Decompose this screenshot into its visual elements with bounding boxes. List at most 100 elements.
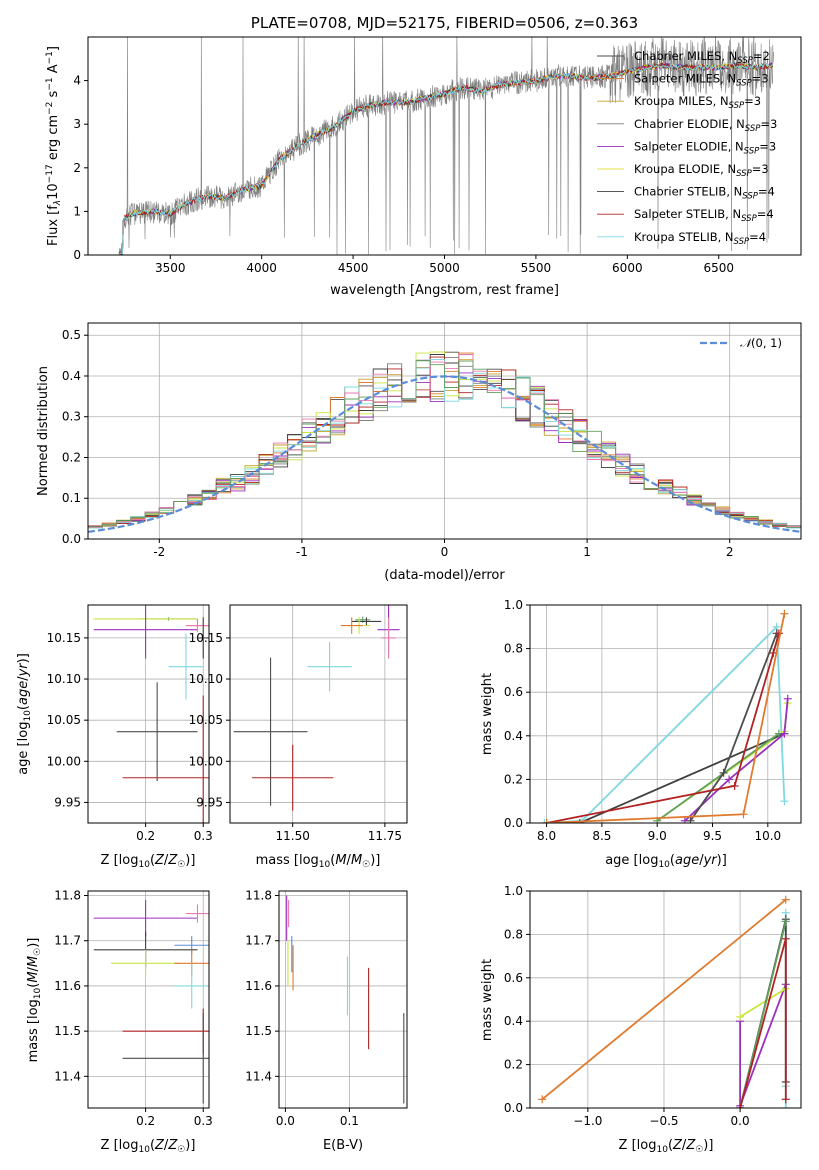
y-tick-label: 10.15 bbox=[47, 631, 81, 645]
p2-xlabel: mass [log10(M/M☉)] bbox=[256, 853, 381, 870]
y-tick-label: 0.6 bbox=[504, 685, 523, 699]
legend-label-3: Kroupa MILES, NSSP=3 bbox=[634, 94, 761, 111]
x-tick-label: −0.5 bbox=[649, 1114, 678, 1128]
y-tick-label: 0 bbox=[73, 248, 81, 262]
panel-frame bbox=[278, 890, 408, 1109]
y-tick-label: 9.95 bbox=[196, 795, 223, 809]
legend-sub: SSP bbox=[737, 56, 753, 66]
y-tick-label: 1.0 bbox=[504, 884, 523, 898]
p3-ylabel: mass weight bbox=[480, 673, 495, 755]
legend-label-4: Chabrier ELODIE, NSSP=3 bbox=[634, 117, 777, 134]
y-tick-label: 0.6 bbox=[504, 971, 523, 985]
x-tick-label: 4000 bbox=[246, 261, 277, 275]
spectrum-xlabel: wavelength [Angstrom, rest frame] bbox=[330, 283, 559, 298]
legend-sub: SSP bbox=[736, 79, 752, 89]
panel-frame bbox=[529, 890, 802, 1109]
y-tick-label: 11.7 bbox=[54, 934, 81, 948]
y-tick-label: 11.8 bbox=[245, 889, 272, 903]
weight-lines bbox=[538, 895, 790, 1108]
residual-legend: 𝒩(0, 1) bbox=[700, 336, 782, 350]
x-tick-label: 0.1 bbox=[340, 1114, 359, 1128]
legend-sub: SSP bbox=[729, 101, 745, 111]
age-vs-metallicity-panel: 0.2 0.3 9.95 10.00 10.05 10.10 10.15 bbox=[47, 604, 213, 843]
x-tick-label: 11.75 bbox=[368, 829, 402, 843]
y-tick-label: 0.0 bbox=[504, 1101, 523, 1115]
y-tick-label: 0.2 bbox=[62, 450, 81, 464]
x-tick-label: 8.5 bbox=[592, 829, 611, 843]
legend-value: =4 bbox=[749, 230, 766, 244]
p4-ylabel: mass [log10(M/M☉)] bbox=[26, 938, 43, 1063]
x-tick-label: 1 bbox=[583, 545, 591, 559]
y-tick-label: 10.10 bbox=[47, 672, 81, 686]
x-tick-label: -2 bbox=[153, 545, 165, 559]
legend-value: =3 bbox=[759, 139, 776, 153]
weight-line-5 bbox=[684, 698, 789, 822]
y-tick-label: 11.7 bbox=[245, 934, 272, 948]
mass-vs-ebv-panel: 0.0 0.1 11.4 11.5 11.6 11.7 11.8 bbox=[245, 889, 408, 1128]
y-tick-label: 4 bbox=[73, 74, 81, 88]
legend-value: =4 bbox=[758, 185, 775, 199]
y-tick-label: 11.8 bbox=[54, 889, 81, 903]
residual-ylabel: Normed distribution bbox=[36, 366, 51, 496]
y-tick-label: 10.05 bbox=[189, 713, 223, 727]
spectrum-ylabel: Flux [fλ10−17 erg cm−2 s−1 A−1] bbox=[45, 46, 63, 246]
x-tick-label: 0.0 bbox=[276, 1114, 295, 1128]
legend-sub: SSP bbox=[742, 192, 758, 202]
y-tick-label: 10.10 bbox=[189, 672, 223, 686]
legend-label-2: Salpeter MILES, NSSP=3 bbox=[634, 72, 769, 89]
legend-value: =3 bbox=[752, 162, 769, 176]
spectrum-series-8 bbox=[118, 62, 774, 255]
y-tick-label: 0.4 bbox=[62, 369, 81, 383]
y-tick-label: 1 bbox=[73, 204, 81, 218]
weight-line-7 bbox=[541, 899, 787, 1100]
legend-sub: SSP bbox=[736, 169, 752, 179]
y-tick-label: 11.5 bbox=[245, 1024, 272, 1038]
legend-sub: SSP bbox=[734, 237, 750, 247]
residual-histograms bbox=[88, 351, 801, 533]
spectrum-plot-area bbox=[118, 37, 774, 255]
x-tick-label: 0.3 bbox=[194, 1114, 213, 1128]
weight-line-4 bbox=[656, 732, 780, 822]
legend-value: =3 bbox=[752, 72, 769, 86]
y-tick-label: 11.6 bbox=[245, 979, 272, 993]
panel-frame bbox=[229, 604, 408, 824]
x-tick-label: 11.50 bbox=[276, 829, 310, 843]
legend-value: =3 bbox=[760, 117, 777, 131]
error-bars bbox=[93, 605, 209, 823]
weight-vs-metallicity-panel: −1.0 −0.5 0.0 0.0 0.2 0.4 0.6 0.8 1.0 bbox=[504, 884, 802, 1128]
legend-sub: SSP bbox=[741, 214, 757, 224]
p6-ylabel: mass weight bbox=[480, 959, 495, 1041]
y-tick-label: 0.8 bbox=[504, 642, 523, 656]
x-tick-label: 5500 bbox=[521, 261, 552, 275]
legend-label-1: Chabrier MILES, NSSP=2 bbox=[634, 49, 770, 66]
p5-xlabel: E(B-V) bbox=[323, 1138, 363, 1153]
y-tick-label: 0.2 bbox=[504, 772, 523, 786]
x-tick-label: 4500 bbox=[338, 261, 369, 275]
x-tick-label: 0.0 bbox=[731, 1114, 750, 1128]
spectrum-title: PLATE=0708, MJD=52175, FIBERID=0506, z=0… bbox=[251, 14, 638, 32]
y-tick-label: 10.00 bbox=[47, 754, 81, 768]
x-tick-label: 0.2 bbox=[136, 1114, 155, 1128]
p1-xlabel: Z [log10(Z/Z☉)] bbox=[101, 853, 196, 870]
gaussian-curve bbox=[88, 375, 801, 533]
error-bars bbox=[93, 900, 209, 1104]
y-tick-label: 11.6 bbox=[54, 979, 81, 993]
spectrum-ticks: 3500 4000 4500 5000 5500 6000 6500 0 1 2 3 4 bbox=[73, 74, 734, 275]
gaussian-legend-label: 𝒩(0, 1) bbox=[740, 336, 782, 350]
legend-value: =3 bbox=[744, 94, 761, 108]
legend-value: =4 bbox=[757, 207, 774, 221]
weight-vs-age-panel: 8.0 8.5 9.0 9.5 10.0 0.0 0.2 0.4 0.6 0.8 1.0 bbox=[504, 598, 802, 843]
y-tick-label: 0.0 bbox=[62, 532, 81, 546]
y-tick-label: 0.5 bbox=[62, 328, 81, 342]
legend-sub: SSP bbox=[744, 146, 760, 156]
x-tick-label: 6500 bbox=[703, 261, 734, 275]
p6-xlabel: Z [log10(Z/Z☉)] bbox=[619, 1138, 714, 1155]
y-tick-label: 0.2 bbox=[504, 1058, 523, 1072]
y-tick-label: 10.05 bbox=[47, 713, 81, 727]
error-bars bbox=[286, 895, 405, 1104]
legend-label-5: Salpeter ELODIE, NSSP=3 bbox=[634, 139, 776, 156]
x-tick-label: 9.0 bbox=[648, 829, 667, 843]
panel-frame bbox=[529, 604, 802, 824]
legend-label-8: Salpeter STELIB, NSSP=4 bbox=[634, 207, 774, 224]
residual-xlabel: (data-model)/error bbox=[384, 568, 505, 583]
